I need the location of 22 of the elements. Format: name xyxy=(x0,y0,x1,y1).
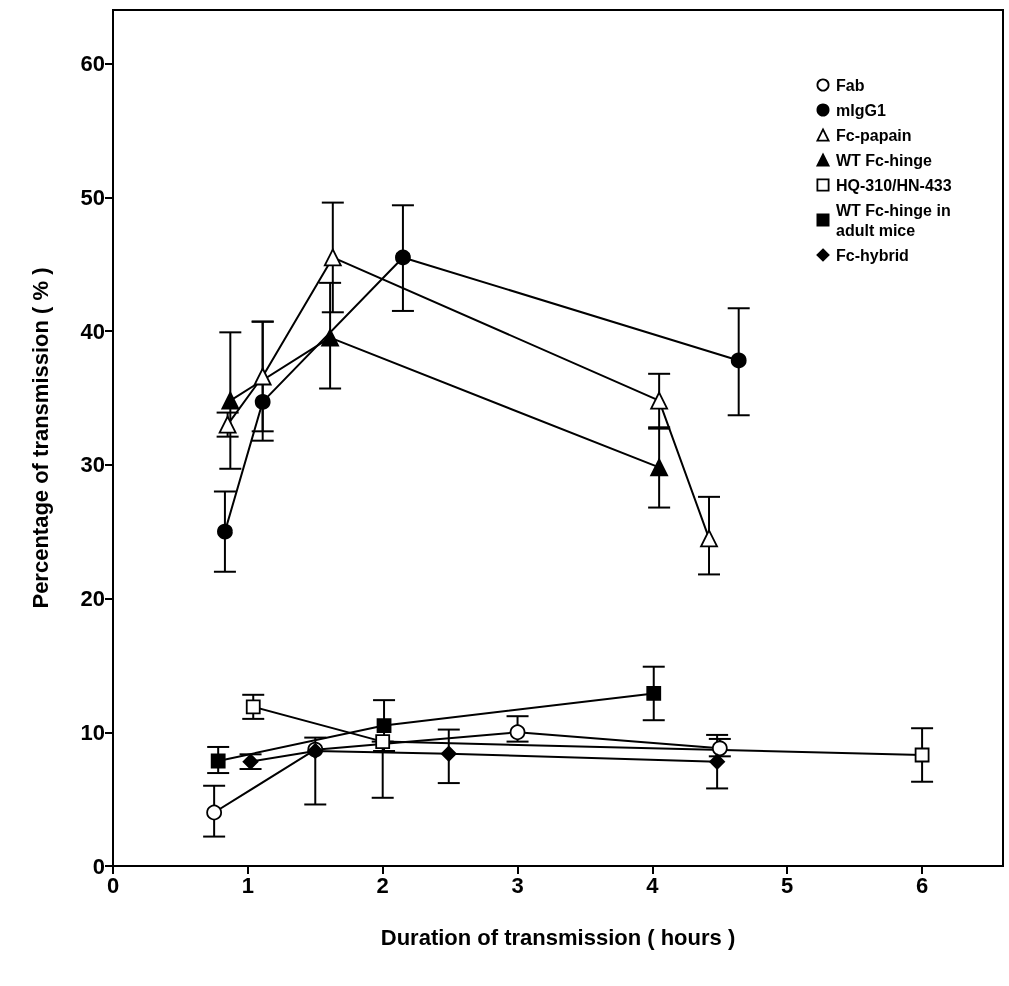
y-tick-label: 60 xyxy=(80,51,105,76)
x-tick-label: 6 xyxy=(915,872,929,898)
legend-label: HQ-310/HN-433 xyxy=(836,176,952,194)
legend-label: Fc-papain xyxy=(836,126,912,144)
x-tick-label: 3 xyxy=(511,872,524,898)
x-tick-label: 5 xyxy=(781,872,794,898)
legend-label: Fc-hybrid xyxy=(836,246,909,264)
x-tick-label: 4 xyxy=(646,872,660,898)
y-tick-label: 20 xyxy=(80,586,105,611)
y-tick-label: 40 xyxy=(80,318,105,344)
y-tick-label: 0 xyxy=(92,853,105,879)
legend-label: mIgG1 xyxy=(836,101,886,119)
y-tick-label: 50 xyxy=(80,184,105,210)
legend-label: Fab xyxy=(836,76,865,94)
y-tick-label: 10 xyxy=(80,719,105,745)
x-tick-label: 2 xyxy=(376,872,389,898)
legend-label: WT Fc-hinge xyxy=(836,151,933,169)
x-axis-title: Duration of transmission ( hours ) xyxy=(380,924,736,950)
x-tick-label: 1 xyxy=(241,872,254,898)
y-tick-label: 30 xyxy=(80,452,105,478)
legend-label: WT Fc-hinge in adult mice xyxy=(836,201,956,239)
y-axis-title: Percentage of transmission ( % ) xyxy=(27,267,53,609)
